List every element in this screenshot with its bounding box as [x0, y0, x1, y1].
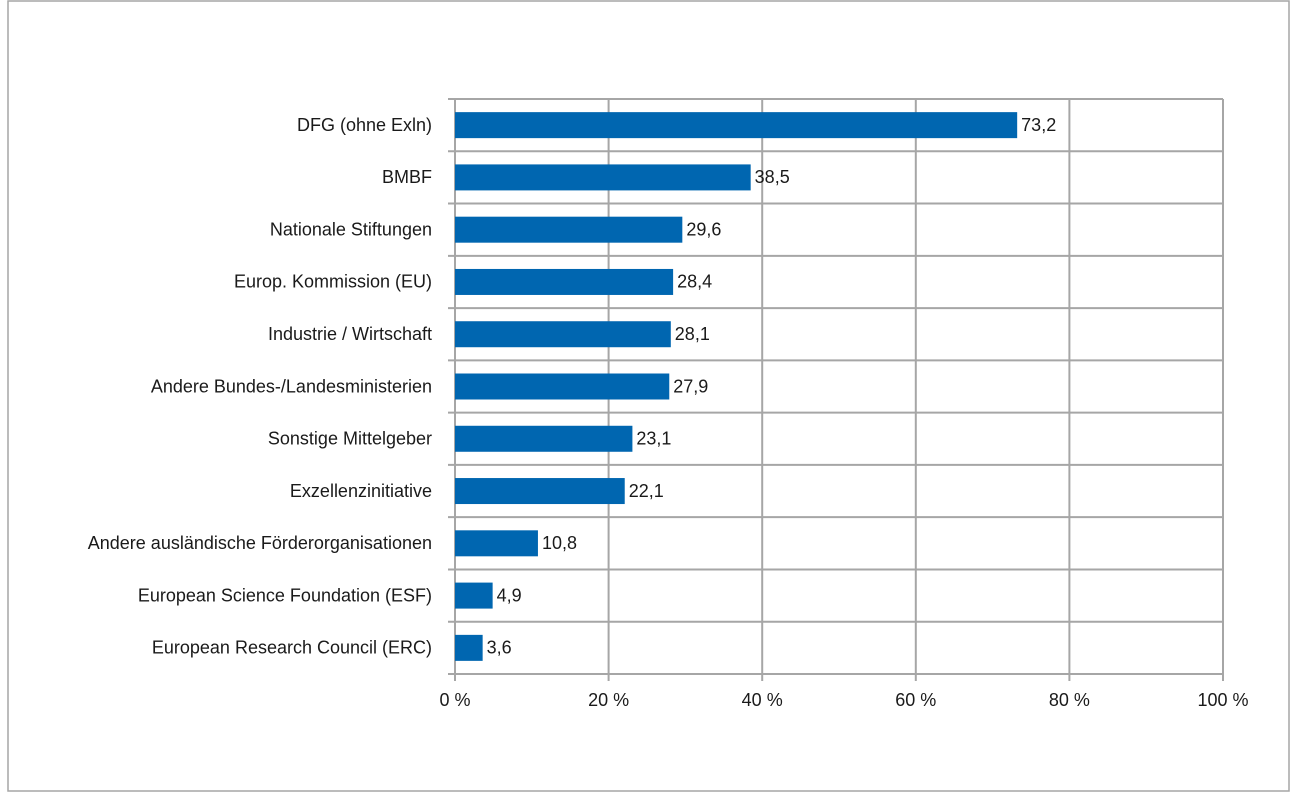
x-tick-label: 80 %	[1049, 690, 1090, 710]
value-label: 28,4	[677, 272, 712, 292]
value-label: 28,1	[675, 324, 710, 344]
value-label: 29,6	[686, 219, 721, 239]
value-label: 73,2	[1021, 115, 1056, 135]
x-tick-label: 60 %	[895, 690, 936, 710]
x-tick-label: 100 %	[1197, 690, 1248, 710]
value-label: 27,9	[673, 376, 708, 396]
y-tick-label: European Science Foundation (ESF)	[138, 585, 432, 605]
bar	[455, 582, 493, 609]
x-tick-label: 40 %	[742, 690, 783, 710]
value-label: 38,5	[755, 167, 790, 187]
bar	[455, 634, 483, 661]
bar	[455, 112, 1018, 139]
y-tick-label: DFG (ohne Exln)	[297, 115, 432, 135]
y-tick-label: Exzellenzinitiative	[290, 481, 432, 501]
bar	[455, 373, 670, 400]
bar	[455, 530, 538, 557]
value-label: 23,1	[636, 429, 671, 449]
value-label: 4,9	[497, 585, 522, 605]
bar	[455, 268, 674, 295]
y-tick-label: Industrie / Wirtschaft	[268, 324, 432, 344]
value-label: 22,1	[629, 481, 664, 501]
value-label: 10,8	[542, 533, 577, 553]
y-tick-label: Andere ausländische Förderorganisationen	[88, 533, 432, 553]
y-tick-label: Nationale Stiftungen	[270, 219, 432, 239]
bar	[455, 321, 671, 348]
bar	[455, 425, 633, 452]
bar	[455, 216, 683, 243]
y-tick-label: Sonstige Mittelgeber	[268, 429, 432, 449]
frame	[7, 0, 1290, 792]
bar	[455, 478, 625, 505]
x-tick-label: 20 %	[588, 690, 629, 710]
y-tick-label: European Research Council (ERC)	[152, 638, 432, 658]
y-tick-label: Andere Bundes-/Landesministerien	[151, 376, 432, 396]
value-label: 3,6	[487, 638, 512, 658]
y-tick-label: Europ. Kommission (EU)	[234, 272, 432, 292]
x-tick-label: 0 %	[439, 690, 470, 710]
y-tick-label: BMBF	[382, 167, 432, 187]
bar	[455, 164, 751, 191]
